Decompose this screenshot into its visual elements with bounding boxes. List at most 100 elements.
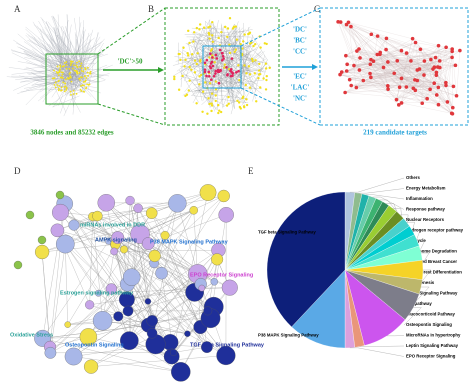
node [238,101,240,103]
node [220,111,222,113]
node [60,66,62,68]
pie-label: Leptin Signaling Pathway [406,343,459,348]
node-label: EPO Receptor Signaling [190,272,253,278]
node [204,61,207,64]
node [184,331,190,337]
pie-label: Androgen receptor pathway [406,228,464,233]
edge [356,88,436,95]
node [211,61,214,64]
pie-label: Energy Metabolism [406,186,446,191]
node [237,64,239,66]
node [51,224,64,237]
node [212,41,214,43]
node [98,194,115,211]
node [58,88,60,90]
node [73,93,75,95]
node [249,31,251,33]
node [209,52,212,55]
node [455,94,459,98]
node [235,71,238,74]
node [224,63,226,65]
node [200,74,202,76]
node [414,41,418,45]
node [369,58,373,62]
node [198,83,200,85]
edge [386,43,415,50]
node [349,84,353,88]
node [246,104,248,106]
node [400,77,404,81]
node [432,81,436,85]
node [243,105,245,107]
node [258,73,260,75]
node [70,91,72,93]
edge [249,62,266,90]
node [199,285,205,291]
node [78,60,80,62]
node [83,91,85,93]
pie-label: P38 MAPK Signaling Pathway [258,332,319,337]
node [265,79,267,81]
node [386,60,390,64]
node [183,65,185,67]
node [212,65,215,68]
node [206,59,209,62]
node [73,64,75,66]
node [187,30,189,32]
node-label: miRNAs involved in DDR [80,222,145,228]
edge [378,36,452,57]
node [434,73,438,77]
node [155,267,167,279]
node [93,311,112,330]
criterion: 'CC' [293,48,307,56]
node [444,45,448,49]
node [259,86,261,88]
node [400,49,404,53]
node [85,69,87,71]
node [120,246,128,254]
node [437,86,441,90]
node [405,51,409,55]
node [188,42,190,44]
node [265,88,267,90]
node [78,78,80,80]
node [58,80,60,82]
zoom-line [241,88,320,125]
node [70,64,72,66]
node [217,104,219,106]
node [218,82,221,85]
node [188,66,190,68]
node [226,74,229,77]
node [347,21,351,25]
edge [396,39,412,100]
node [222,280,238,296]
node [208,56,210,58]
node [229,52,231,54]
node [88,84,90,86]
node [208,75,211,78]
node [339,20,343,24]
node [59,68,61,70]
node [77,72,79,74]
node [53,78,55,80]
node [80,89,82,91]
node [207,71,210,74]
node [230,68,233,71]
node [69,220,80,231]
node [362,79,366,83]
node [378,52,382,56]
node [344,54,348,58]
node [38,236,46,244]
node [79,79,81,81]
node [241,97,243,99]
node [203,27,205,29]
criterion: 'EC' [293,73,307,81]
node [62,81,64,83]
caption: 3846 nodes and 85232 edges [30,129,114,137]
edge [338,22,400,87]
node [209,82,211,84]
node [227,96,229,98]
node [217,37,219,39]
node [181,75,183,77]
node [187,54,189,56]
